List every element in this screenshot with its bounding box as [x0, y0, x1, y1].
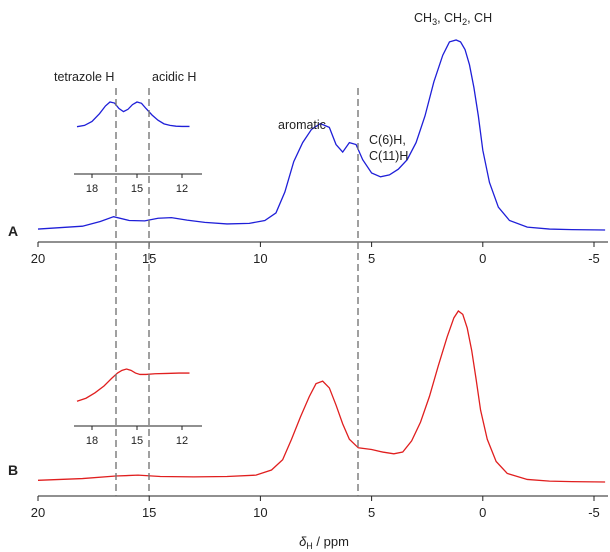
annotation-ch-sep1: , CH — [437, 11, 462, 25]
x-axis-title-subscript: H — [306, 541, 313, 551]
panel-a-x-tick-label: 0 — [479, 251, 486, 266]
panel-a-x-tick-label: 10 — [253, 251, 267, 266]
panel-a-spectrum-line — [37, 39, 606, 231]
panel-a-inset-x-tick-label: 18 — [86, 183, 98, 195]
panel-b-spectrum-line — [37, 310, 606, 483]
panel-b-inset-x-ticks: 18 15 12 — [86, 426, 188, 447]
panel-a-inset-spectrum-line — [76, 101, 190, 128]
panel-b-x-tick-label: 5 — [368, 505, 375, 520]
annotation-tetrazole-h: tetrazole H — [54, 70, 114, 84]
panel-b-inset-x-tick-label: 12 — [176, 435, 188, 447]
panel-b-label: B — [8, 462, 18, 478]
annotation-ch2-sub: 2 — [462, 17, 467, 27]
annotation-c6h: C(6)H, — [369, 133, 406, 147]
panel-b-inset-spectrum-line — [76, 368, 190, 402]
annotation-acidic-h: acidic H — [152, 70, 196, 84]
annotation-ch-groups: CH3, CH2, CH — [414, 11, 492, 27]
panel-b-inset: 18 15 12 — [74, 368, 202, 447]
annotation-aromatic: aromatic — [278, 118, 326, 132]
annotation-ch3-sub: 3 — [432, 17, 437, 27]
panel-a-x-tick-label: -5 — [588, 251, 600, 266]
annotation-ch-prefix: CH — [414, 11, 432, 25]
panel-b-x-tick-label: 0 — [479, 505, 486, 520]
panel-a: A 20 15 10 5 0 -5 CH3, CH2, CH aromatic C(6)H… — [8, 11, 608, 266]
panel-a-x-tick-label: 5 — [368, 251, 375, 266]
x-axis-title: δH / ppm — [299, 534, 349, 551]
panel-a-inset-x-tick-label: 15 — [131, 183, 143, 195]
panel-a-inset: 18 15 12 — [74, 101, 202, 195]
x-axis-title-symbol: δ — [299, 534, 307, 549]
panel-b: B 20 15 10 5 0 -5 18 15 12 δH / ppm — [8, 310, 608, 551]
panel-a-x-ticks: 20 15 10 5 0 -5 — [31, 242, 600, 266]
x-axis-title-unit: / ppm — [313, 534, 349, 549]
panel-a-x-tick-label: 20 — [31, 251, 45, 266]
annotation-c11h: C(11)H — [369, 149, 408, 163]
panel-b-inset-x-tick-label: 18 — [86, 435, 98, 447]
panel-a-inset-x-tick-label: 12 — [176, 183, 188, 195]
panel-b-x-tick-label: 10 — [253, 505, 267, 520]
panel-a-label: A — [8, 223, 18, 239]
panel-b-x-tick-label: 20 — [31, 505, 45, 520]
panel-b-x-ticks: 20 15 10 5 0 -5 — [31, 496, 600, 520]
panel-b-inset-x-tick-label: 15 — [131, 435, 143, 447]
panel-a-inset-x-ticks: 18 15 12 — [86, 174, 188, 195]
panel-b-x-tick-label: -5 — [588, 505, 600, 520]
annotation-ch-sep2: , CH — [467, 11, 492, 25]
panel-b-x-tick-label: 15 — [142, 505, 156, 520]
